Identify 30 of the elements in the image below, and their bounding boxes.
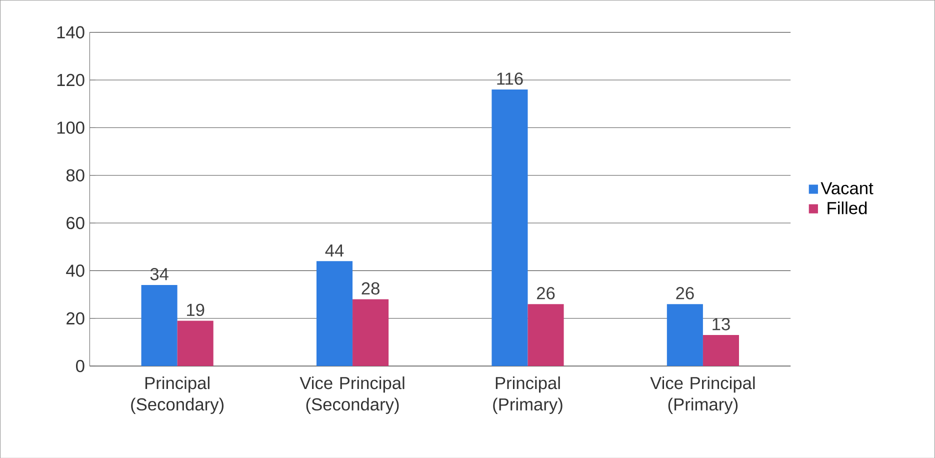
- y-tick-label: 20: [66, 312, 84, 324]
- x-tick-label: Principal (Secondary): [131, 376, 224, 414]
- bar: [666, 304, 703, 366]
- data-label: 28: [362, 282, 380, 294]
- y-tick-label: 0: [76, 360, 84, 372]
- y-tick-label: 120: [57, 74, 84, 86]
- y-tick-label: 140: [57, 26, 84, 38]
- y-tick-label: 40: [66, 264, 84, 277]
- y-tick-label: 100: [57, 121, 84, 134]
- bar: [177, 320, 214, 366]
- x-tick-label: Vice Principal (Primary): [650, 376, 755, 414]
- data-label: 19: [187, 304, 204, 316]
- data-label: 26: [536, 286, 555, 300]
- data-label: 26: [676, 286, 694, 300]
- data-label: 34: [150, 268, 168, 280]
- x-tick-label: Principal (Primary): [493, 376, 562, 414]
- bar: [352, 299, 389, 366]
- legend-label: Filled: [828, 201, 867, 214]
- y-tick-label: 80: [66, 168, 84, 182]
- bar: [702, 334, 739, 366]
- data-label: 13: [712, 318, 730, 330]
- bar: [141, 284, 178, 366]
- bar: [316, 260, 353, 366]
- bar: [528, 304, 564, 366]
- y-tick-label: 60: [66, 216, 84, 229]
- data-label: 116: [497, 72, 523, 85]
- bar: [492, 89, 528, 366]
- legend-label: Vacant: [820, 182, 874, 194]
- x-tick-label: Vice Principal (Secondary): [300, 376, 404, 414]
- data-label: 44: [325, 244, 344, 256]
